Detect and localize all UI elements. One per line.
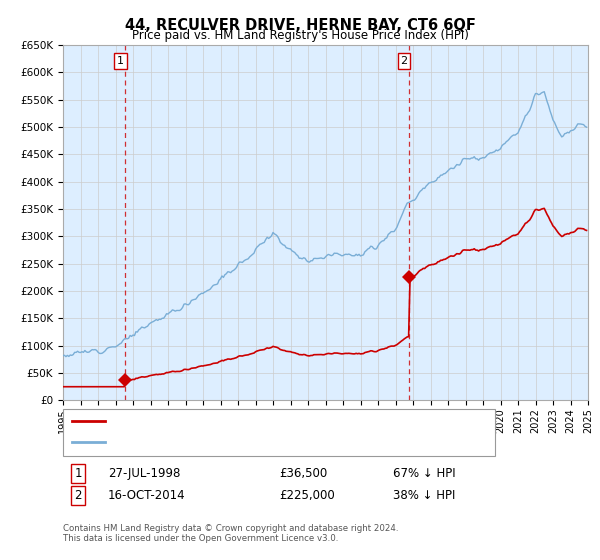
Text: 2: 2	[401, 56, 407, 66]
Text: 67% ↓ HPI: 67% ↓ HPI	[393, 466, 455, 480]
Text: 38% ↓ HPI: 38% ↓ HPI	[393, 489, 455, 502]
Text: 1: 1	[117, 56, 124, 66]
Text: 27-JUL-1998: 27-JUL-1998	[108, 466, 181, 480]
Text: Contains HM Land Registry data © Crown copyright and database right 2024.
This d: Contains HM Land Registry data © Crown c…	[63, 524, 398, 543]
Text: Price paid vs. HM Land Registry's House Price Index (HPI): Price paid vs. HM Land Registry's House …	[131, 29, 469, 42]
Text: 44, RECULVER DRIVE, HERNE BAY, CT6 6QF: 44, RECULVER DRIVE, HERNE BAY, CT6 6QF	[125, 18, 475, 34]
Text: 44, RECULVER DRIVE, HERNE BAY, CT6 6QF (detached house): 44, RECULVER DRIVE, HERNE BAY, CT6 6QF (…	[111, 416, 431, 426]
Text: £36,500: £36,500	[279, 466, 327, 480]
Text: 2: 2	[74, 489, 82, 502]
Text: HPI: Average price, detached house, Canterbury: HPI: Average price, detached house, Cant…	[111, 437, 363, 447]
Text: £225,000: £225,000	[279, 489, 335, 502]
Text: 16-OCT-2014: 16-OCT-2014	[108, 489, 185, 502]
Text: 1: 1	[74, 466, 82, 480]
